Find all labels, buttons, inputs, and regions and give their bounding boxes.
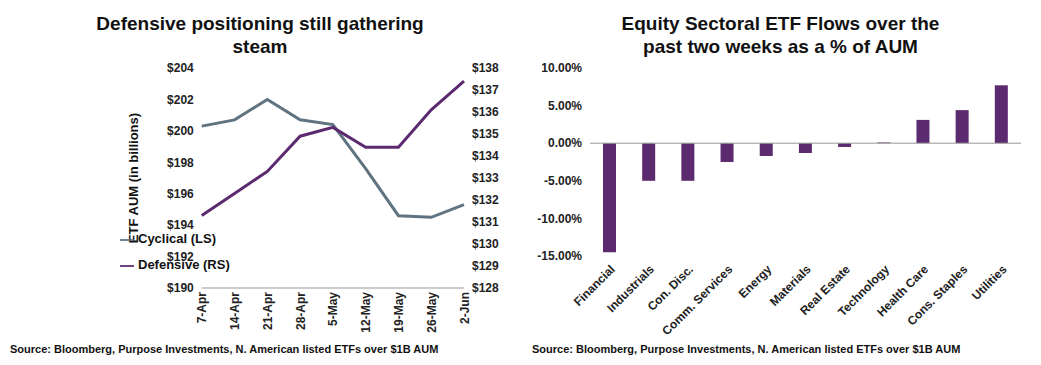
- svg-text:$128: $128: [472, 281, 499, 295]
- svg-text:Comm. Services: Comm. Services: [659, 262, 735, 338]
- svg-text:$129: $129: [472, 259, 499, 273]
- svg-text:$196: $196: [167, 187, 194, 201]
- svg-text:$202: $202: [167, 93, 194, 107]
- svg-text:$137: $137: [472, 83, 499, 97]
- svg-text:-10.00%: -10.00%: [537, 212, 582, 226]
- svg-text:2-Jun: 2-Jun: [458, 292, 472, 324]
- svg-text:$200: $200: [167, 124, 194, 138]
- svg-text:26-May: 26-May: [425, 292, 439, 333]
- svg-text:12-May: 12-May: [359, 292, 373, 333]
- svg-text:10.00%: 10.00%: [541, 61, 582, 75]
- svg-text:Cons. Staples: Cons. Staples: [904, 262, 970, 328]
- svg-text:Utilities: Utilities: [969, 262, 1010, 303]
- svg-text:5-May: 5-May: [326, 292, 340, 326]
- svg-text:5.00%: 5.00%: [548, 99, 582, 113]
- svg-text:$204: $204: [167, 61, 194, 75]
- svg-text:14-Apr: 14-Apr: [228, 292, 242, 330]
- svg-text:21-Apr: 21-Apr: [261, 292, 275, 330]
- svg-text:$130: $130: [472, 237, 499, 251]
- svg-text:0.00%: 0.00%: [548, 136, 582, 150]
- svg-text:ETF AUM (in billions): ETF AUM (in billions): [126, 113, 141, 243]
- svg-text:-5.00%: -5.00%: [544, 174, 582, 188]
- svg-text:$136: $136: [472, 105, 499, 119]
- svg-text:$198: $198: [167, 156, 194, 170]
- svg-text:$194: $194: [167, 218, 194, 232]
- svg-text:$190: $190: [167, 281, 194, 295]
- svg-text:$135: $135: [472, 127, 499, 141]
- svg-text:$138: $138: [472, 61, 499, 75]
- svg-text:$192: $192: [167, 250, 194, 264]
- svg-text:Energy: Energy: [736, 262, 775, 301]
- svg-text:28-Apr: 28-Apr: [294, 292, 308, 330]
- svg-text:7-Apr: 7-Apr: [195, 292, 209, 324]
- svg-text:$133: $133: [472, 171, 499, 185]
- svg-text:19-May: 19-May: [392, 292, 406, 333]
- svg-text:$134: $134: [472, 149, 499, 163]
- svg-text:-15.00%: -15.00%: [537, 249, 582, 263]
- svg-text:$132: $132: [472, 193, 499, 207]
- svg-text:$131: $131: [472, 215, 499, 229]
